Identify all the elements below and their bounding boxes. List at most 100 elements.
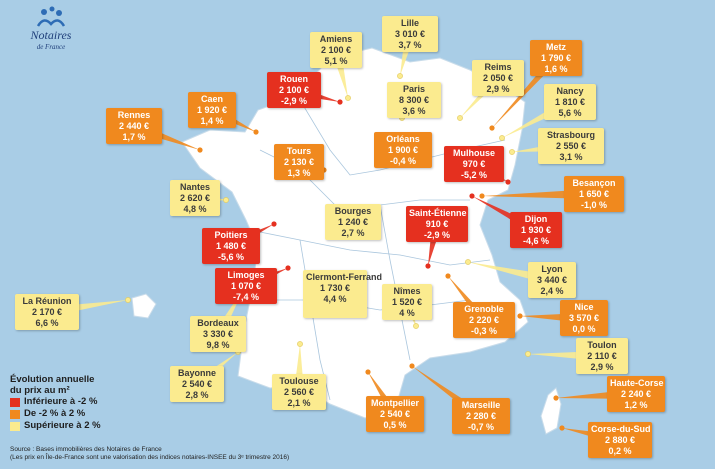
callout-mulhouse: Mulhouse 970 € -5,2 % [444,146,504,182]
city-change: -1,0 % [580,200,607,210]
city-change: -0,7 % [467,422,494,432]
city-dot-corse-du-sud [559,425,565,431]
city-dot-lille [397,73,403,79]
city-change: 4 % [399,308,415,318]
city-name: Lyon [541,264,563,274]
logo-subtitle: de France [36,43,66,51]
city-dot-mulhouse [505,179,511,185]
city-price: 1 730 € [319,283,351,293]
legend-swatch-orange [10,409,20,419]
city-dot-poitiers [271,221,277,227]
city-change: 0,0 % [572,324,596,334]
city-price: 1 240 € [337,217,369,227]
city-name: Toulon [587,340,617,350]
city-price: 1 920 € [196,105,228,115]
city-name: Reims [484,62,512,72]
city-name: Besançon [572,178,616,188]
city-name: La Réunion [22,296,72,306]
city-name: Tours [286,146,312,156]
callout-bayonne: Bayonne 2 540 €2,8 % [170,366,224,402]
city-price: 2 540 € [379,409,411,419]
city-price: 2 130 € [283,157,315,167]
city-change: 4,8 % [183,204,207,214]
logo-symbol-icon [36,6,66,27]
city-change: 5,6 % [558,108,582,118]
city-change: -5,6 % [217,252,244,262]
legend: Évolution annuelle du prix au m² Inférie… [10,374,240,432]
callout-amiens: Amiens 2 100 €5,1 % [310,32,362,68]
legend-swatch-red [10,397,20,407]
callout-caen: Caen 1 920 €1,4 % [188,92,236,128]
city-dot-grenoble [445,273,451,279]
city-change: 2,1 % [287,398,311,408]
city-name: Rennes [117,110,151,120]
city-dot-haute-corse [553,395,559,401]
callout-nantes: Nantes 2 620 €4,8 % [170,180,220,216]
city-price: 2 110 € [587,351,617,361]
city-price: 2 560 € [283,387,315,397]
city-dot-nantes [223,197,229,203]
city-price: 2 100 € [278,85,310,95]
city-dot-toulon [525,351,531,357]
city-change: 2,4 % [540,286,564,296]
city-dot-metz [489,125,495,131]
legend-swatch-yellow [10,421,20,431]
city-change: -0,4 % [389,156,416,166]
legend-item-orange: De -2 % à 2 % [10,408,240,420]
city-change: 9,8 % [206,340,230,350]
city-change: 0,2 % [608,446,632,456]
city-price: 1 810 € [554,97,586,107]
city-name: Strasbourg [546,130,595,140]
city-price: 910 € [425,219,449,229]
legend-label-red: Inférieure à -2 % [24,396,98,407]
city-name: Bourges [334,206,372,216]
callout-nice: Nice 3 570 €0,0 % [560,300,608,336]
callout-marseille: Marseille 2 280 € -0,7 % [452,398,510,434]
city-price: 2 050 € [482,73,514,83]
city-change: 2,7 % [341,228,365,238]
city-price: 2 240 € [620,389,652,399]
city-change: 6,6 % [35,318,59,328]
city-name: Toulouse [279,376,319,386]
city-change: 1,4 % [200,116,224,126]
callout-metz: Metz 1 790 €1,6 % [530,40,582,76]
city-dot-rouen [337,99,343,105]
city-dot-dijon [469,193,475,199]
callout-lyon: Lyon 3 440 €2,4 % [528,262,576,298]
city-change: 5,1 % [324,56,348,66]
city-price: 2 170 € [31,307,63,317]
city-dot-nice [517,313,523,319]
callout-toulon: Toulon 2 110 €2,9 % [576,338,628,374]
city-dot-saint-etienne [425,263,431,269]
city-dot-nimes [413,323,419,329]
city-change: 2,9 % [590,362,614,372]
callout-bourges: Bourges 1 240 €2,7 % [325,204,381,240]
city-name: Saint-Étienne [409,208,467,218]
city-price: 3 010 € [394,29,426,39]
callout-la-reunion: La Réunion 2 170 €6,6 % [15,294,79,330]
city-dot-reims [457,115,463,121]
callout-toulouse: Toulouse 2 560 €2,1 % [272,374,326,410]
city-price: 970 € [462,159,486,169]
city-name: Dijon [524,214,548,224]
callout-strasbourg: Strasbourg 2 550 €3,1 % [538,128,604,164]
city-dot-rennes [197,147,203,153]
source-line-2: (Les prix en Île-de-France sont une valo… [10,454,290,461]
city-price: 2 620 € [179,193,211,203]
city-dot-strasbourg [509,149,515,155]
city-dot-besancon [479,193,485,199]
legend-title-line-2: du prix au m² [10,385,70,396]
callout-orleans: Orléans 1 900 € -0,4 % [374,132,432,168]
city-name: Bordeaux [197,318,239,328]
city-change: -5,2 % [460,170,487,180]
callout-nancy: Nancy 1 810 €5,6 % [544,84,596,120]
city-change: 1,7 % [122,132,146,142]
callout-haute-corse: Haute-Corse 2 240 €1,2 % [607,376,665,412]
city-name: Poitiers [214,230,248,240]
callout-besancon: Besançon 1 650 € -1,0 % [564,176,624,212]
city-name: Nantes [179,182,210,192]
city-name: Paris [402,84,426,94]
city-change: -7,4 % [232,292,259,302]
city-price: 2 100 € [320,45,352,55]
city-change: -4,6 % [522,236,549,246]
